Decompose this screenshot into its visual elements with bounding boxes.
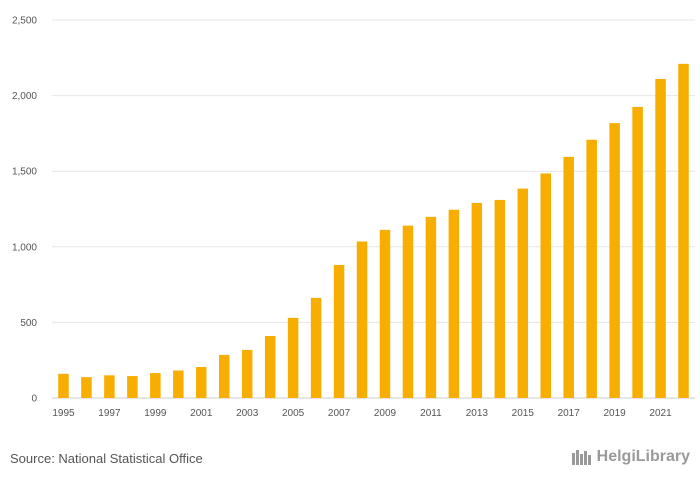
helgi-library-logo[interactable]: HelgiLibrary bbox=[571, 448, 690, 466]
bar-2009[interactable] bbox=[379, 229, 391, 398]
bar-2007[interactable] bbox=[333, 264, 345, 398]
x-tick-label: 2003 bbox=[236, 408, 259, 419]
y-tick-label: 2,500 bbox=[12, 16, 37, 27]
bar-2012[interactable] bbox=[448, 209, 460, 398]
bar-2017[interactable] bbox=[563, 156, 574, 398]
y-tick-label: 500 bbox=[20, 318, 37, 329]
bar-1995[interactable] bbox=[58, 373, 69, 398]
x-tick-label: 2013 bbox=[466, 408, 489, 419]
x-tick-label: 2019 bbox=[604, 408, 627, 419]
bars bbox=[58, 63, 689, 399]
bar-2020[interactable] bbox=[632, 106, 643, 398]
library-icon bbox=[571, 450, 591, 465]
y-tick-label: 0 bbox=[31, 394, 37, 405]
bar-1996[interactable] bbox=[81, 377, 92, 398]
x-tick-label: 2011 bbox=[420, 408, 442, 419]
x-tick-label: 1997 bbox=[98, 408, 121, 419]
bar-2000[interactable] bbox=[173, 370, 184, 398]
x-tick-label: 2001 bbox=[190, 408, 213, 419]
bar-1999[interactable] bbox=[150, 373, 161, 398]
y-tick-label: 1,000 bbox=[12, 242, 37, 253]
bar-2002[interactable] bbox=[218, 354, 230, 398]
x-tick-label: 2015 bbox=[512, 408, 535, 419]
bar-2005[interactable] bbox=[287, 317, 299, 398]
x-axis-labels: 1995 1997 1999 2001 2003 2005 2007 2009 2011 2013… bbox=[52, 408, 672, 419]
bar-2021[interactable] bbox=[655, 78, 666, 398]
bar-chart: 0 500 1,000 1,500 2,000 2,500 1995 1997 1999 200… bbox=[12, 16, 695, 419]
x-tick-label: 1995 bbox=[52, 408, 75, 419]
bar-2018[interactable] bbox=[586, 139, 597, 398]
x-tick-label: 2009 bbox=[374, 408, 397, 419]
bar-2001[interactable] bbox=[196, 367, 207, 398]
bar-2014[interactable] bbox=[494, 199, 506, 398]
x-tick-label: 2021 bbox=[649, 408, 672, 419]
bar-2019[interactable] bbox=[609, 123, 620, 398]
bar-2013[interactable] bbox=[471, 202, 483, 398]
x-tick-label: 1999 bbox=[144, 408, 167, 419]
bar-2016[interactable] bbox=[540, 173, 551, 398]
y-tick-label: 1,500 bbox=[12, 167, 37, 178]
x-tick-label: 2005 bbox=[282, 408, 305, 419]
bar-2022[interactable] bbox=[678, 63, 689, 399]
bar-2004[interactable] bbox=[264, 336, 276, 398]
bar-2006[interactable] bbox=[310, 297, 322, 398]
bar-2003[interactable] bbox=[241, 349, 253, 398]
bar-1998[interactable] bbox=[127, 376, 138, 398]
source-note: Source: National Statistical Office bbox=[10, 451, 203, 466]
brand-name: HelgiLibrary bbox=[596, 448, 690, 465]
bar-2008[interactable] bbox=[356, 241, 368, 398]
bar-1997[interactable] bbox=[104, 375, 115, 398]
x-tick-label: 2017 bbox=[558, 408, 581, 419]
grid-lines bbox=[52, 19, 695, 399]
x-tick-label: 2007 bbox=[328, 408, 351, 419]
y-axis-labels: 0 500 1,000 1,500 2,000 2,500 bbox=[12, 16, 37, 405]
y-tick-label: 2,000 bbox=[12, 91, 37, 102]
bar-2011[interactable] bbox=[425, 216, 437, 398]
bar-2010[interactable] bbox=[402, 225, 414, 398]
bar-2015[interactable] bbox=[517, 188, 529, 398]
